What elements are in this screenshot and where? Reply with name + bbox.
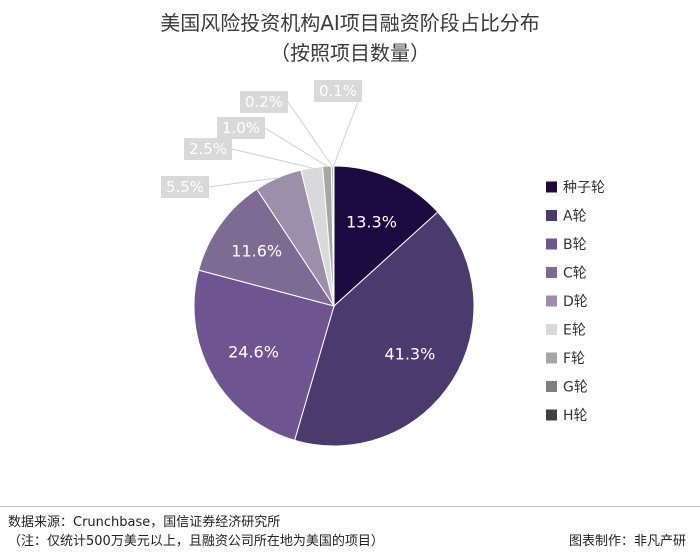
- data-label-3: 24.6%: [228, 342, 279, 361]
- legend-swatch-3: [546, 238, 557, 250]
- footer-divider: [0, 506, 700, 507]
- legend-swatch-6: [546, 324, 557, 335]
- data-label-4: 11.6%: [231, 242, 282, 261]
- legend-label-7: F轮: [563, 351, 585, 367]
- data-label-7: 1.0%: [222, 119, 260, 137]
- data-source: 数据来源：Crunchbase，国信证券经济研究所: [8, 515, 281, 530]
- data-label-2: 41.3%: [384, 345, 435, 364]
- leader-line-7: [264, 127, 328, 167]
- legend-label-1: 种子轮: [563, 180, 605, 196]
- legend-swatch-9: [546, 409, 557, 421]
- data-label-box-7: [217, 117, 265, 139]
- pie-slice-1: [333, 165, 439, 308]
- legend-swatch-2: [546, 210, 557, 221]
- pie-chart: 13.3% 41.3% 24.6% 11.6% 5.5% 2.5% 1.0% 0.2% 0.1%…: [161, 80, 605, 447]
- legend-label-6: E轮: [563, 323, 586, 339]
- leader-line-9: [333, 90, 363, 167]
- legend-swatch-7: [546, 352, 557, 364]
- legend-label-2: A轮: [563, 209, 587, 225]
- legend-label-8: G轮: [563, 380, 588, 396]
- chart-title: 美国风险投资机构AI项目融资阶段占比分布 （按照项目数量）: [0, 8, 700, 68]
- legend-swatch-4: [546, 267, 557, 278]
- chart-credit: 图表制作：非凡产研: [568, 534, 686, 549]
- data-label-box-8: [240, 91, 288, 113]
- data-label-6: 2.5%: [189, 140, 227, 158]
- data-label-box-9: [314, 80, 362, 102]
- legend-label-9: H轮: [563, 408, 588, 424]
- leader-line-8: [287, 101, 333, 167]
- pie-slice-2: [293, 211, 475, 447]
- legend-swatch-1: [546, 181, 557, 193]
- legend-swatch-5: [546, 295, 557, 307]
- legend-label-4: C轮: [563, 266, 587, 282]
- chart-title-line1: 美国风险投资机构AI项目融资阶段占比分布: [160, 11, 540, 35]
- chart-title-line2: （按照项目数量）: [270, 41, 430, 65]
- leader-line-6: [231, 148, 312, 169]
- legend-label-5: D轮: [563, 294, 588, 310]
- data-label-box-6: [184, 138, 232, 160]
- leader-line-5: [208, 177, 279, 188]
- data-label-8: 0.2%: [245, 93, 283, 111]
- data-label-box-5: [161, 176, 209, 198]
- legend-swatch-8: [546, 381, 557, 392]
- legend-label-3: B轮: [563, 237, 587, 253]
- data-label-9: 0.1%: [319, 82, 357, 100]
- pie-slice-3: [193, 269, 335, 441]
- data-label-1: 13.3%: [346, 213, 397, 232]
- data-note: （注：仅统计500万美元以上，且融资公司所在地为美国的项目）: [8, 534, 384, 549]
- data-label-5: 5.5%: [166, 178, 204, 196]
- pie-slice-4: [198, 188, 336, 307]
